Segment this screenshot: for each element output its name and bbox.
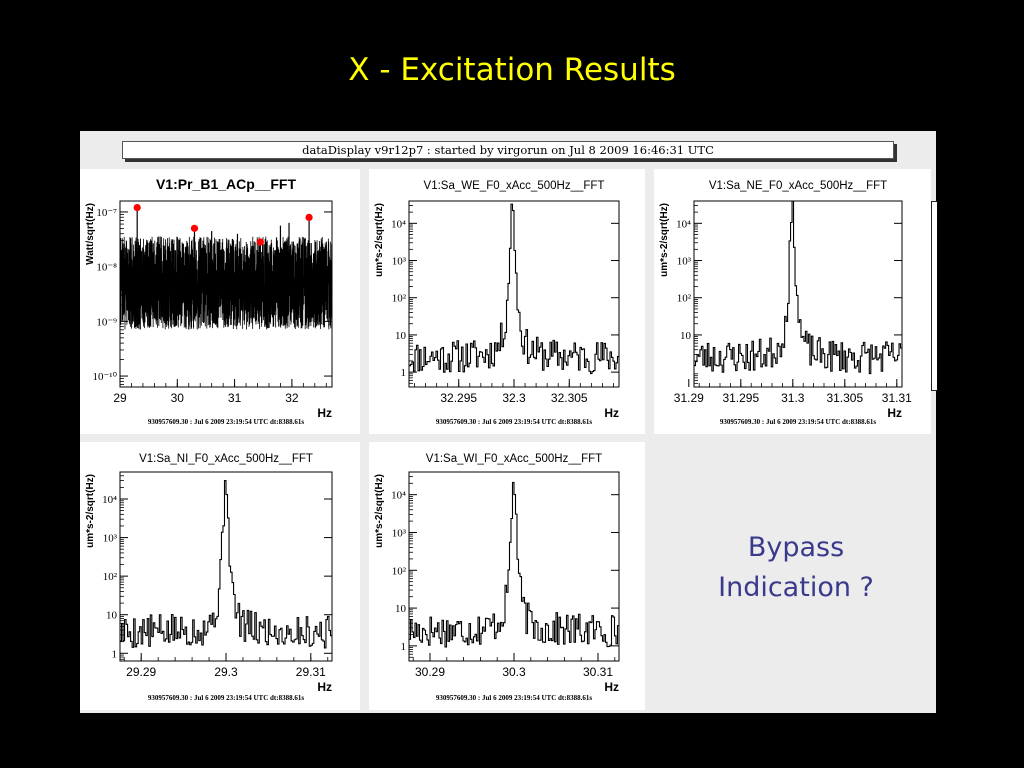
plot-panel-sa-ne: V1:Sa_NE_F0_xAcc_500Hz__FFT 10 10² 10³ 10⁴ 31…: [654, 169, 931, 434]
y-tick-label: 10⁴: [391, 218, 406, 230]
plot-area: [409, 203, 619, 375]
bypass-note-line1: Bypass: [747, 532, 845, 563]
x-tick-label: 30.29: [415, 665, 445, 679]
y-tick-label: 10³: [392, 527, 407, 539]
chart-footer: 930957609.30 : Jul 6 2009 23:19:54 UTC d…: [436, 418, 592, 426]
clipped-panel-edge: [931, 201, 937, 391]
chart-footer: 930957609.30 : Jul 6 2009 23:19:54 UTC d…: [148, 418, 304, 426]
y-tick-label: 10⁻⁹: [96, 316, 117, 328]
spectrum-trace: [120, 479, 332, 649]
y-tick-label: 10⁻⁸: [96, 262, 117, 274]
x-tick-label: 31.3: [781, 391, 805, 405]
chart-pr-b1-fft: V1:Pr_B1_ACp__FFT 10⁻¹⁰ 10⁻⁹ 10⁻⁸ 10⁻⁷ 29 30 31…: [85, 176, 333, 426]
x-axis-label: Hz: [604, 680, 619, 694]
bypass-note: Bypass Indication ?: [686, 528, 906, 608]
x-tick-label: 32.295: [440, 391, 477, 405]
bypass-note-line2: Indication ?: [718, 572, 874, 603]
chart-footer: 930957609.30 : Jul 6 2009 23:19:54 UTC d…: [148, 694, 304, 702]
x-tick-label: 31.31: [882, 391, 912, 405]
peak-marker: [256, 238, 264, 246]
y-tick-label: 10²: [103, 571, 118, 583]
y-tick-label: 10²: [392, 293, 407, 305]
x-tick-label: 29.31: [296, 665, 326, 679]
plot-area: [409, 481, 619, 648]
chart-footer: 930957609.30 : Jul 6 2009 23:19:54 UTC d…: [720, 418, 876, 426]
slide-title: X - Excitation Results: [348, 52, 676, 88]
chart-title: V1:Sa_WI_F0_xAcc_500Hz__FFT: [426, 453, 602, 465]
x-tick-label: 31.29: [674, 391, 704, 405]
x-tick-label: 31: [228, 391, 242, 405]
y-axis-label: um*s-2/sqrt(Hz): [374, 474, 385, 548]
y-tick-label: 10⁻¹⁰: [92, 371, 117, 383]
y-tick-label: 1: [401, 367, 407, 379]
y-tick-label: 10⁴: [391, 490, 406, 502]
y-tick-label: 10⁴: [102, 494, 117, 506]
x-tick-label: 29.29: [126, 665, 156, 679]
y-tick-label: 10²: [677, 293, 692, 305]
x-tick-label: 30.31: [583, 665, 613, 679]
spectrum-trace: [694, 201, 902, 375]
x-axis-label: Hz: [317, 680, 332, 694]
y-tick-label: 10: [106, 610, 118, 622]
x-tick-label: 32.3: [502, 391, 526, 405]
x-tick-label: 29: [113, 391, 127, 405]
y-tick-label: 1: [112, 648, 118, 660]
y-tick-label: 10⁴: [676, 218, 691, 230]
plot-area: [120, 207, 332, 330]
plot-panel-pr-b1: V1:Pr_B1_ACp__FFT 10⁻¹⁰ 10⁻⁹ 10⁻⁸ 10⁻⁷ 29 30 31…: [80, 169, 360, 434]
y-axis-label: um*s-2/sqrt(Hz): [85, 474, 96, 548]
chart-sa-ne-fft: V1:Sa_NE_F0_xAcc_500Hz__FFT 10 10² 10³ 10⁴ 31…: [659, 180, 912, 426]
chart-sa-we-fft: V1:Sa_WE_F0_xAcc_500Hz__FFT 1 10 10² 10³ 10⁴ 3…: [374, 180, 620, 426]
x-axis-label: Hz: [317, 406, 332, 420]
y-tick-label: 10³: [677, 256, 692, 268]
y-axis-label: um*s-2/sqrt(Hz): [659, 203, 670, 277]
x-tick-label: 30: [171, 391, 185, 405]
chart-footer: 930957609.30 : Jul 6 2009 23:19:54 UTC d…: [436, 694, 592, 702]
plot-area: [694, 201, 902, 375]
datadisplay-header: dataDisplay v9r12p7 : started by virgoru…: [122, 141, 894, 159]
plot-panel-sa-we: V1:Sa_WE_F0_xAcc_500Hz__FFT 1 10 10² 10³ 10⁴ 3…: [369, 169, 645, 434]
plot-area: [120, 479, 332, 649]
x-axis-label: Hz: [887, 406, 902, 420]
x-tick-label: 29.3: [214, 665, 238, 679]
x-tick-label: 31.305: [826, 391, 863, 405]
plot-panel-sa-wi: V1:Sa_WI_F0_xAcc_500Hz__FFT 1 10 10² 10³ 10⁴ 3…: [369, 442, 645, 710]
y-tick-label: 10³: [392, 256, 407, 268]
x-axis-label: Hz: [604, 406, 619, 420]
y-tick-label: 1: [401, 641, 407, 653]
chart-title: V1:Sa_NE_F0_xAcc_500Hz__FFT: [709, 180, 887, 192]
plot-panel-sa-ni: V1:Sa_NI_F0_xAcc_500Hz__FFT 1 10 10² 10³ 10⁴ 2…: [80, 442, 360, 710]
y-axis-label: Watt/sqrt(Hz): [85, 203, 96, 265]
y-tick-label: 10: [395, 330, 407, 342]
x-tick-label: 32: [285, 391, 299, 405]
noise-trace: [120, 236, 332, 330]
chart-title: V1:Pr_B1_ACp__FFT: [156, 176, 296, 192]
y-tick-label: 10: [680, 330, 692, 342]
x-tick-label: 32.305: [551, 391, 588, 405]
x-tick-label: 30.3: [502, 665, 526, 679]
x-tick-label: 31.295: [722, 391, 759, 405]
datadisplay-window: dataDisplay v9r12p7 : started by virgoru…: [80, 131, 937, 713]
chart-title: V1:Sa_WE_F0_xAcc_500Hz__FFT: [424, 180, 605, 192]
plot-frame: [693, 200, 903, 388]
y-tick-label: 10²: [392, 565, 407, 577]
y-tick-label: 10³: [103, 533, 118, 545]
peak-marker: [190, 224, 199, 232]
chart-sa-wi-fft: V1:Sa_WI_F0_xAcc_500Hz__FFT 1 10 10² 10³ 10⁴ 3…: [374, 453, 620, 702]
y-tick-label: 10⁻⁷: [96, 207, 117, 219]
chart-title: V1:Sa_NI_F0_xAcc_500Hz__FFT: [139, 453, 313, 465]
peak-marker: [305, 213, 313, 222]
y-tick-label: 10: [395, 603, 407, 615]
spectrum-trace: [409, 481, 619, 648]
chart-sa-ni-fft: V1:Sa_NI_F0_xAcc_500Hz__FFT 1 10 10² 10³ 10⁴ 2…: [85, 453, 333, 702]
spectrum-trace: [409, 203, 619, 375]
y-axis-label: um*s-2/sqrt(Hz): [374, 203, 385, 277]
plot-frame: [119, 200, 333, 388]
peak-marker: [133, 203, 141, 212]
